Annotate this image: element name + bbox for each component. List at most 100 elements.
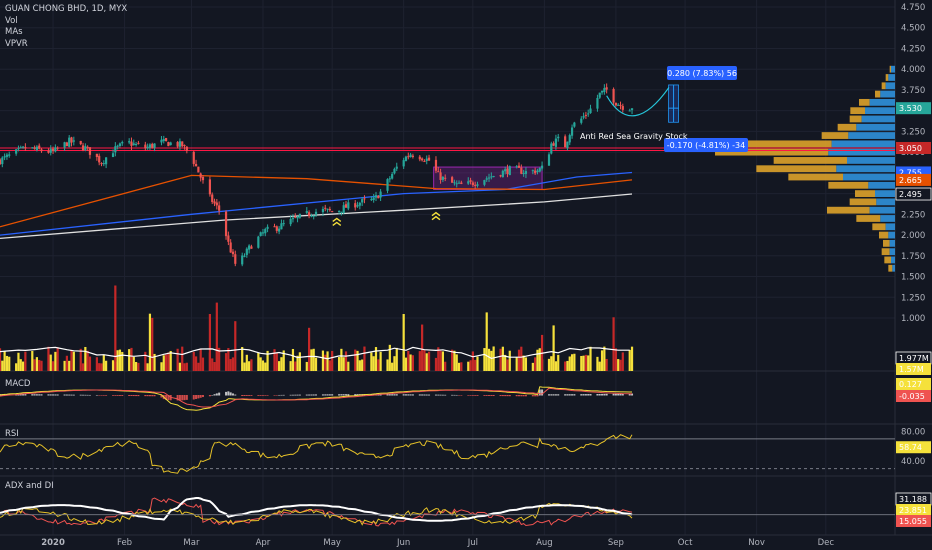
volume-bar (598, 361, 601, 371)
vpvr-bar-down (745, 140, 832, 148)
volume-bar (197, 362, 200, 371)
price-tick-label: 3.750 (901, 86, 925, 96)
volume-bar (280, 357, 283, 371)
rsi-layer (0, 434, 895, 474)
volume-bar (248, 361, 251, 371)
macd-histogram-bar (266, 395, 269, 396)
candle-body (474, 184, 477, 186)
volume-bar (312, 348, 315, 371)
macd-pane-label[interactable]: MACD (5, 379, 31, 389)
candle-body (105, 157, 108, 165)
volume-bar (54, 351, 57, 371)
volume-bar (234, 321, 237, 371)
volume-bar (144, 351, 147, 371)
vpvr-bar-down (715, 148, 829, 156)
macd-histogram-bar (557, 394, 560, 396)
volume-bar (587, 355, 590, 371)
macd-histogram-bar (312, 394, 315, 396)
volume-bar (298, 352, 301, 371)
candle-body (582, 116, 585, 118)
macd-histogram-bar (245, 395, 248, 396)
macd-histogram-bar (621, 393, 624, 396)
time-tick-label: Dec (818, 538, 835, 548)
symbol-title[interactable]: GUAN CHONG BHD, 1D, MYX (5, 4, 128, 14)
volume-bar (15, 363, 18, 371)
volume-bar (24, 351, 27, 371)
adx-pane-label[interactable]: ADX and DI (5, 481, 54, 491)
macd-histogram-bar (310, 394, 313, 396)
volume-bar (72, 351, 75, 371)
vpvr-bar-up (889, 248, 895, 256)
volume-bar (100, 363, 103, 371)
vpvr-bar-down (884, 256, 891, 264)
macd-histogram-bar (617, 393, 620, 396)
macd-histogram-bar (573, 394, 576, 396)
volume-bar (98, 363, 101, 371)
vpvr-bar-down (889, 65, 891, 73)
candle-body (116, 145, 119, 147)
macd-histogram-bar (261, 395, 264, 396)
time-tick-label: Aug (536, 538, 553, 548)
volume-bar (554, 361, 558, 371)
macd-histogram-bar (118, 395, 121, 396)
candle-body (259, 232, 262, 237)
study-vpvr-label[interactable]: VPVR (5, 38, 28, 49)
candle-body (411, 155, 414, 157)
macd-histogram-bar (308, 394, 311, 396)
candle-body (407, 156, 410, 158)
time-tick-label: Oct (678, 538, 693, 548)
macd-histogram-bar (504, 395, 507, 397)
macd-histogram-bar (102, 395, 105, 396)
vpvr-bar-up (868, 181, 895, 189)
price-axis[interactable]: 4.7504.5004.2504.0003.7503.5003.2503.000… (901, 3, 925, 467)
moving-average-line (0, 174, 633, 228)
volume-bar (65, 355, 68, 371)
study-vol-label[interactable]: Vol (5, 15, 18, 26)
candle-body (164, 138, 168, 142)
vpvr-bar-up (848, 132, 895, 139)
macd-histogram-bar (315, 394, 318, 396)
candle-body (144, 144, 147, 149)
volume-bar (130, 347, 133, 371)
candle-body (197, 166, 200, 173)
drawing-tools[interactable]: 0.280 (7.83%) 56 -0.170 (-4.81%) -34Anti … (580, 66, 748, 152)
vpvr-bar-up (843, 173, 895, 181)
rsi-pane-label[interactable]: RSI (5, 429, 19, 439)
candle-layer (0, 83, 634, 267)
macd-histogram-bar (38, 394, 41, 396)
volume-bar (483, 348, 486, 371)
vpvr-bar-up (889, 239, 895, 247)
candle-body (506, 168, 509, 175)
macd-histogram-bar (248, 395, 251, 396)
candle-body (312, 215, 315, 217)
candle-body (337, 210, 341, 212)
price-tick-label: 4.250 (901, 44, 925, 54)
volume-bar (517, 349, 521, 371)
candle-body (224, 211, 228, 237)
macd-histogram-bar (612, 393, 615, 396)
volume-bar (241, 347, 244, 371)
candle-body (215, 202, 218, 206)
candle-body (54, 147, 57, 152)
up-chevron-icon (431, 215, 441, 221)
macd-histogram-bar (506, 395, 509, 397)
candle-body (393, 168, 396, 174)
candle-body (273, 226, 276, 228)
volume-bar (151, 317, 154, 371)
volume-bar (81, 363, 85, 371)
volume-bar (434, 357, 438, 371)
candle-body (379, 191, 382, 198)
candle-body (211, 194, 214, 202)
vpvr-bar-up (856, 123, 895, 131)
macd-histogram-bar (257, 395, 260, 396)
volume-bar (538, 348, 541, 371)
price-tick-label: 1.750 (901, 252, 925, 262)
study-mas-label[interactable]: MAs (5, 27, 23, 37)
macd-histogram-bar (518, 395, 521, 397)
candle-body (100, 163, 103, 165)
vpvr-bar-up (888, 74, 895, 81)
time-axis[interactable]: 2020 Feb Mar Apr May Jun Jul Aug Sep Oct Nov Dec (41, 538, 834, 548)
volume-bar (215, 302, 218, 371)
volume-bar (134, 361, 138, 371)
